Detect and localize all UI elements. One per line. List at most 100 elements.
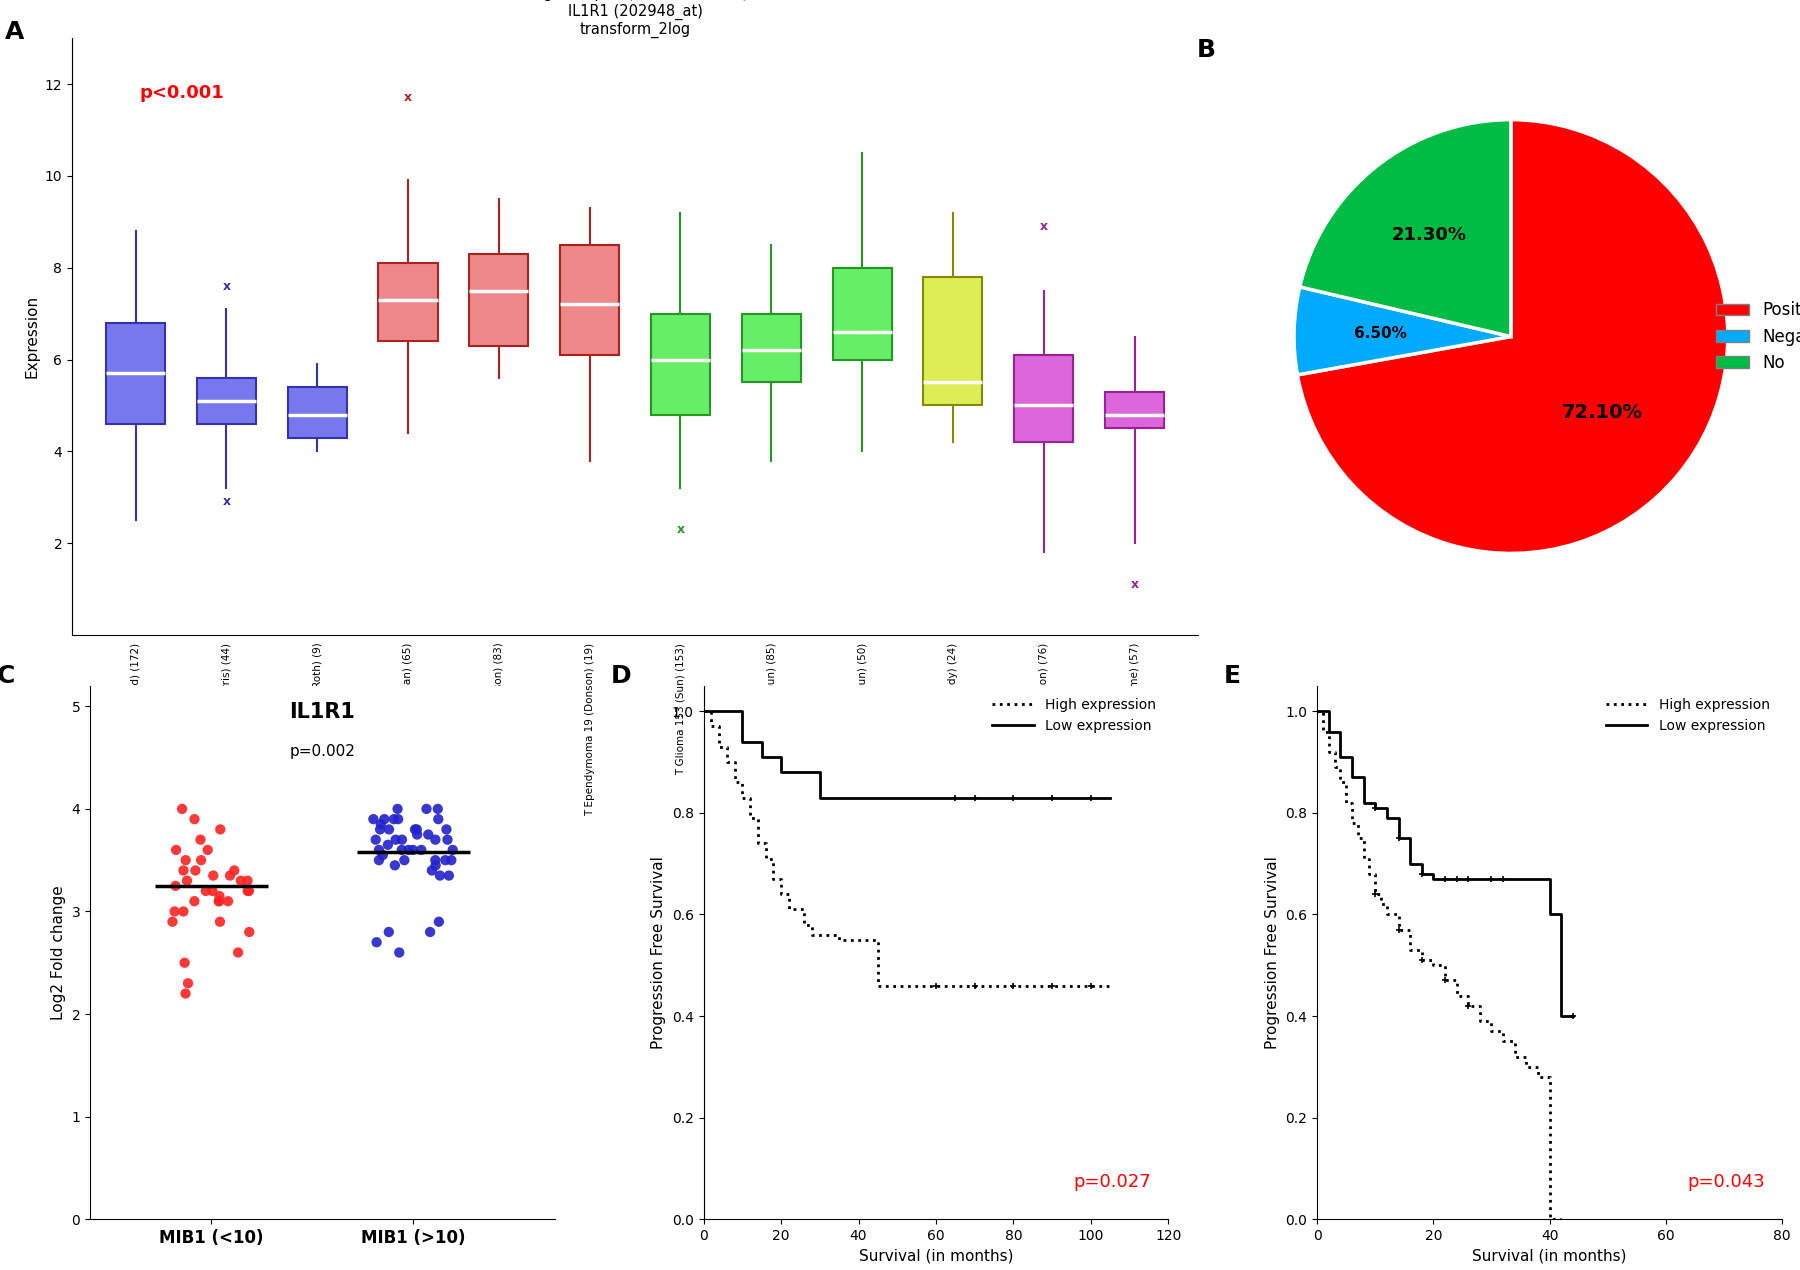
Low expression bbox=[1435, 871, 1456, 886]
Point bbox=[191, 881, 220, 902]
Point bbox=[180, 809, 209, 829]
Point bbox=[362, 932, 391, 952]
High expression bbox=[1399, 942, 1420, 958]
Point bbox=[414, 824, 443, 845]
High expression bbox=[1481, 1024, 1503, 1039]
Low expression bbox=[1341, 770, 1363, 785]
Point bbox=[437, 850, 466, 870]
Point bbox=[193, 839, 221, 860]
Point bbox=[198, 865, 227, 885]
Low expression bbox=[1562, 1008, 1584, 1024]
High expression bbox=[1307, 704, 1328, 719]
Point bbox=[158, 912, 187, 932]
Low expression bbox=[848, 790, 869, 805]
High expression bbox=[1100, 978, 1121, 993]
Low expression bbox=[1481, 871, 1503, 886]
High expression bbox=[1312, 724, 1334, 739]
Text: B: B bbox=[1197, 38, 1215, 62]
Text: p<0.001: p<0.001 bbox=[140, 84, 225, 102]
Point bbox=[216, 865, 245, 885]
X-axis label: Survival (in months): Survival (in months) bbox=[859, 1248, 1013, 1264]
Low expression bbox=[1411, 866, 1433, 881]
Point bbox=[234, 881, 263, 902]
FancyBboxPatch shape bbox=[106, 323, 166, 424]
Legend: Positive, Negative, No: Positive, Negative, No bbox=[1708, 295, 1800, 378]
Point bbox=[171, 983, 200, 1003]
Point bbox=[374, 922, 403, 942]
High expression bbox=[1042, 978, 1064, 993]
Low expression bbox=[808, 790, 830, 805]
High expression bbox=[754, 851, 776, 866]
Point bbox=[387, 829, 416, 850]
Text: 72.10%: 72.10% bbox=[1562, 404, 1643, 423]
Point bbox=[162, 839, 191, 860]
Low expression bbox=[1445, 871, 1467, 886]
Y-axis label: Expression: Expression bbox=[23, 295, 40, 378]
Point bbox=[418, 860, 446, 880]
Low expression bbox=[1422, 871, 1444, 886]
Point bbox=[432, 819, 461, 839]
High expression bbox=[1458, 998, 1480, 1013]
Point bbox=[367, 814, 396, 834]
FancyBboxPatch shape bbox=[742, 314, 801, 382]
Point bbox=[383, 799, 412, 819]
High expression bbox=[868, 978, 889, 993]
Low expression bbox=[693, 704, 715, 719]
High expression bbox=[1318, 744, 1339, 759]
Line: High expression: High expression bbox=[1318, 711, 1561, 1219]
Y-axis label: Log2 Fold change: Log2 Fold change bbox=[50, 885, 67, 1020]
High expression bbox=[1336, 795, 1357, 810]
Point bbox=[205, 892, 234, 912]
Legend: High expression, Low expression: High expression, Low expression bbox=[986, 692, 1161, 739]
Low expression bbox=[965, 790, 986, 805]
High expression bbox=[693, 704, 715, 719]
Point bbox=[173, 870, 202, 890]
High expression bbox=[1323, 759, 1345, 775]
Text: E: E bbox=[1224, 664, 1242, 688]
Text: 6.50%: 6.50% bbox=[1354, 326, 1408, 342]
Point bbox=[423, 799, 452, 819]
High expression bbox=[724, 775, 745, 790]
Low expression bbox=[1364, 800, 1386, 815]
Point bbox=[369, 845, 398, 865]
Point bbox=[425, 912, 454, 932]
Low expression bbox=[945, 790, 967, 805]
High expression bbox=[965, 978, 986, 993]
Point bbox=[383, 809, 412, 829]
Point bbox=[162, 876, 191, 897]
Point bbox=[371, 809, 400, 829]
Low expression bbox=[1539, 907, 1561, 922]
FancyBboxPatch shape bbox=[288, 387, 347, 438]
High expression bbox=[707, 739, 729, 754]
Point bbox=[430, 850, 459, 870]
High expression bbox=[925, 978, 947, 993]
Point bbox=[223, 942, 252, 963]
High expression bbox=[828, 932, 850, 947]
Line: Low expression: Low expression bbox=[704, 711, 1111, 798]
High expression bbox=[1364, 886, 1386, 902]
Low expression bbox=[1354, 795, 1375, 810]
Y-axis label: Progression Free Survival: Progression Free Survival bbox=[1265, 856, 1280, 1049]
Low expression bbox=[1042, 790, 1064, 805]
Point bbox=[160, 902, 189, 922]
FancyBboxPatch shape bbox=[378, 263, 437, 342]
Low expression bbox=[731, 734, 752, 749]
Point bbox=[382, 829, 410, 850]
High expression bbox=[1422, 958, 1444, 973]
High expression bbox=[1539, 1212, 1561, 1227]
High expression bbox=[1492, 1034, 1514, 1049]
Line: Low expression: Low expression bbox=[1318, 711, 1573, 1016]
High expression bbox=[1505, 1049, 1526, 1064]
Point bbox=[416, 922, 445, 942]
Point bbox=[234, 881, 263, 902]
Point bbox=[205, 892, 234, 912]
High expression bbox=[1375, 907, 1397, 922]
Point bbox=[185, 829, 214, 850]
Low expression bbox=[1399, 856, 1420, 871]
Low expression bbox=[713, 704, 734, 719]
Point bbox=[205, 912, 234, 932]
FancyBboxPatch shape bbox=[833, 268, 891, 359]
High expression bbox=[1354, 851, 1375, 866]
Low expression bbox=[1330, 749, 1352, 765]
High expression bbox=[787, 902, 808, 917]
